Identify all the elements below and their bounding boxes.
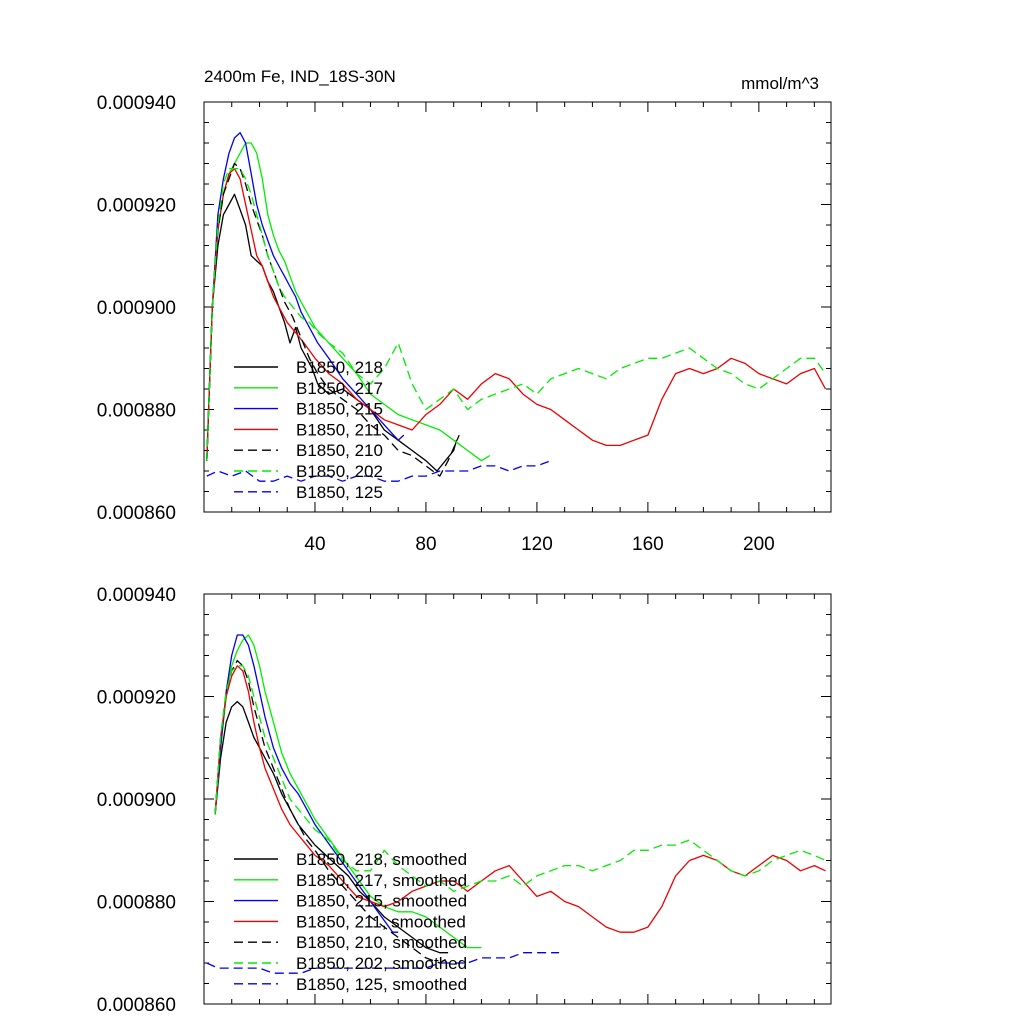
legend-entry: B1850, 202: [296, 462, 383, 481]
y-tick-label: 0.000880: [97, 893, 176, 914]
x-tick-label: 160: [632, 534, 664, 555]
y-tick-label: 0.000940: [97, 585, 176, 606]
legend-entry: B1850, 202, smoothed: [296, 954, 467, 973]
x-tick-label: 80: [415, 534, 436, 555]
chart-panel-2: 0.000860 0.000880 0.000900 0.000920 0.000940…: [97, 585, 832, 1016]
series-line-3: [206, 132, 405, 461]
series-line-6: [206, 167, 827, 461]
legend-entry: B1850, 210, smoothed: [296, 933, 467, 952]
y-tick-label: 0.000880: [97, 401, 176, 422]
series-line-7: [206, 952, 560, 974]
legend-entry: B1850, 218: [296, 358, 383, 377]
series-line-5: [214, 659, 449, 964]
legend-entry: B1850, 215, smoothed: [296, 892, 467, 911]
chart-title: 2400m Fe, IND_18S-30N: [204, 67, 396, 86]
y-tick-label: 0.000900: [97, 790, 176, 811]
legend-entry: B1850, 211: [296, 420, 382, 439]
series-line-1: [206, 193, 458, 472]
series-line-6: [214, 665, 826, 892]
legend-entry: B1850, 125: [296, 483, 383, 502]
series-line-4: [214, 665, 826, 933]
series-line-3: [214, 634, 399, 933]
y-tick-label: 0.000940: [97, 93, 176, 114]
chart-panel-1: 0.000860 0.000880 0.000900 0.000920 0.000940…: [97, 67, 832, 555]
series-line-5: [206, 162, 460, 477]
series-line-2: [214, 634, 482, 949]
y-tick-label: 0.000900: [97, 298, 176, 319]
legend-entry: B1850, 217: [296, 379, 383, 398]
legend-entry: B1850, 218, smoothed: [296, 850, 467, 869]
legend-entry: B1850, 211, smoothed: [296, 912, 466, 931]
legend-entry: B1850, 210: [296, 441, 383, 460]
y-tick-label: 0.000860: [97, 995, 176, 1016]
y-tick-label: 0.000860: [97, 503, 176, 524]
units-label: mmol/m^3: [741, 74, 819, 93]
x-tick-label: 40: [304, 534, 325, 555]
series-line-1: [214, 700, 449, 954]
legend-entry: B1850, 125, smoothed: [296, 975, 467, 994]
y-tick-label: 0.000920: [97, 196, 176, 217]
series-line-2: [206, 142, 491, 462]
x-tick-label: 120: [521, 534, 553, 555]
x-tick-label: 200: [743, 534, 775, 555]
legend-entry: B1850, 217, smoothed: [296, 871, 467, 890]
legend-entry: B1850, 215: [296, 400, 383, 419]
y-tick-label: 0.000920: [97, 688, 176, 709]
series-line-7: [206, 460, 552, 482]
